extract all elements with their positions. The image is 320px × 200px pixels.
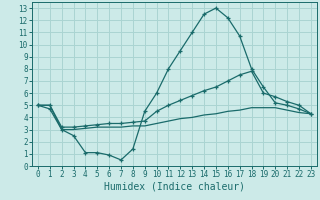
X-axis label: Humidex (Indice chaleur): Humidex (Indice chaleur)	[104, 182, 245, 192]
